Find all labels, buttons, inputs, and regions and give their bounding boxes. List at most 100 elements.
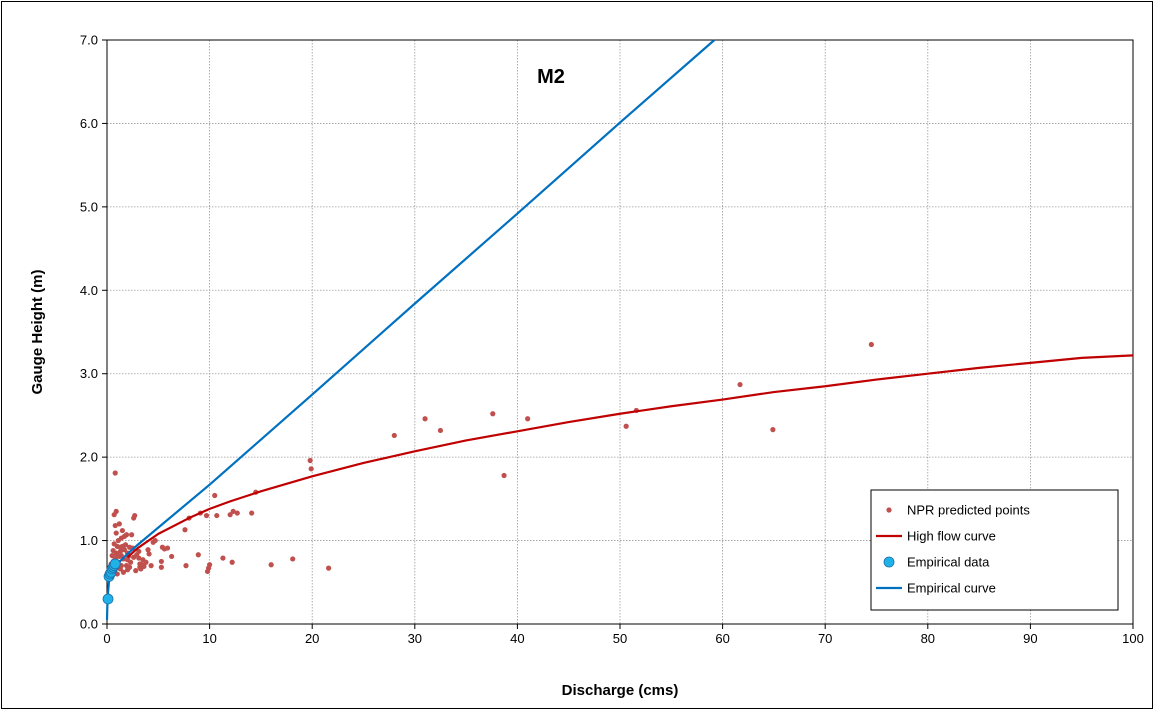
npr-predicted-points-point (229, 559, 235, 565)
npr-predicted-points-point (770, 427, 776, 433)
x-tick-label: 40 (510, 631, 524, 646)
y-axis-title: Gauge Height (m) (29, 269, 46, 394)
npr-predicted-points-point (131, 554, 137, 560)
npr-predicted-points-point (111, 512, 117, 518)
npr-predicted-points-point (868, 341, 874, 348)
npr-predicted-points-point (112, 470, 118, 476)
x-tick-label: 70 (818, 631, 832, 646)
x-tick-label: 90 (1023, 631, 1037, 646)
legend-label-npr-predicted-points: NPR predicted points (907, 503, 1030, 518)
legend-box (870, 489, 1119, 611)
legend-label-high-flow-curve: High flow curve (907, 529, 996, 544)
npr-predicted-points-point (119, 527, 125, 534)
npr-predicted-points-point (133, 568, 139, 574)
x-axis-title: Discharge (cms) (562, 682, 679, 699)
npr-predicted-points-point (326, 565, 332, 571)
npr-predicted-points-point (220, 555, 226, 561)
npr-predicted-points-point (183, 563, 189, 569)
high-flow-curve-line (126, 354, 1134, 559)
npr-predicted-points-point (131, 515, 137, 521)
x-tick-label: 50 (613, 631, 627, 646)
npr-predicted-points-point (126, 544, 133, 550)
y-tick-label: 5.0 (80, 199, 98, 214)
npr-predicted-points-point (169, 553, 175, 560)
npr-predicted-points-point (121, 533, 128, 540)
y-tick-label: 1.0 (80, 533, 98, 548)
npr-predicted-points-point (212, 492, 218, 499)
npr-predicted-points-point (159, 544, 165, 550)
legend-symbol-empirical-data (883, 556, 895, 568)
y-tick-label: 6.0 (80, 116, 98, 131)
empirical-data-point (109, 558, 121, 570)
npr-predicted-points-point (148, 563, 154, 569)
npr-predicted-points-point (182, 527, 188, 533)
series-empirical-data (102, 558, 121, 605)
npr-predicted-points-point (490, 411, 496, 417)
series-empirical-curve (105, 39, 716, 620)
x-tick-label: 30 (408, 631, 422, 646)
npr-predicted-points-point (422, 416, 428, 422)
npr-predicted-points-point (207, 562, 213, 568)
npr-predicted-points-point (112, 522, 118, 529)
npr-predicted-points-point (150, 539, 156, 545)
legend-label-empirical-data: Empirical data (907, 555, 990, 570)
data-series (102, 39, 1134, 620)
npr-predicted-points-point (111, 541, 117, 547)
npr-predicted-points-point (146, 551, 152, 557)
npr-predicted-points-point (501, 472, 507, 479)
npr-predicted-points-point (129, 532, 135, 538)
legend-label-empirical-curve: Empirical curve (907, 581, 996, 596)
npr-predicted-points-point (249, 510, 255, 516)
legend: NPR predicted points High flow curve Emp… (870, 489, 1119, 611)
x-tick-label: 0 (103, 631, 110, 646)
npr-predicted-points-point (525, 416, 531, 422)
npr-predicted-points-point (118, 552, 124, 559)
npr-predicted-points-point (117, 544, 123, 550)
y-tick-label: 4.0 (80, 283, 98, 298)
npr-predicted-points-point (234, 510, 240, 516)
legend-symbol-npr-predicted-points (886, 507, 892, 513)
npr-predicted-points-point (307, 457, 313, 464)
npr-predicted-points-point (214, 512, 220, 519)
npr-predicted-points-point (203, 512, 210, 519)
npr-predicted-points-point (117, 548, 123, 555)
npr-predicted-points-point (158, 564, 164, 570)
npr-predicted-points-point (227, 512, 233, 518)
npr-predicted-points-point (114, 552, 120, 559)
chart-title: M2 (537, 66, 565, 88)
empirical-data-point (102, 593, 114, 605)
npr-predicted-points-point (623, 423, 629, 429)
npr-predicted-points-point (268, 562, 274, 568)
npr-predicted-points-point (137, 561, 143, 567)
npr-predicted-points-point (140, 557, 146, 563)
npr-predicted-points-point (437, 427, 444, 434)
npr-predicted-points-point (115, 537, 121, 544)
npr-predicted-points-point (123, 563, 130, 569)
npr-predicted-points-point (120, 569, 127, 575)
y-tick-label: 0.0 (80, 617, 98, 632)
y-axis-ticks: 0.0 1.0 2.0 3.0 4.0 5.0 6.0 7.0 (80, 33, 107, 632)
npr-predicted-points-point (109, 552, 115, 559)
npr-predicted-points-point (290, 556, 296, 562)
npr-predicted-points-point (116, 521, 122, 527)
npr-predicted-points-point (158, 558, 164, 565)
npr-predicted-points-point (113, 530, 119, 536)
npr-predicted-points-point (308, 466, 314, 472)
npr-predicted-points-point (124, 557, 131, 563)
y-tick-label: 7.0 (80, 33, 98, 48)
empirical-curve-line (105, 39, 716, 620)
series-npr-predicted-points (108, 341, 874, 577)
y-tick-label: 3.0 (80, 366, 98, 381)
npr-predicted-points-point (391, 432, 397, 439)
x-tick-label: 60 (715, 631, 729, 646)
x-axis-ticks: 0 10 20 30 40 50 60 70 80 90 100 (103, 624, 1144, 646)
x-tick-label: 80 (921, 631, 935, 646)
npr-predicted-points-point (204, 568, 211, 575)
npr-predicted-points-point (145, 547, 151, 553)
npr-predicted-points-point (110, 547, 116, 554)
npr-predicted-points-point (737, 381, 743, 388)
y-tick-label: 2.0 (80, 450, 98, 465)
npr-predicted-points-point (195, 552, 201, 558)
